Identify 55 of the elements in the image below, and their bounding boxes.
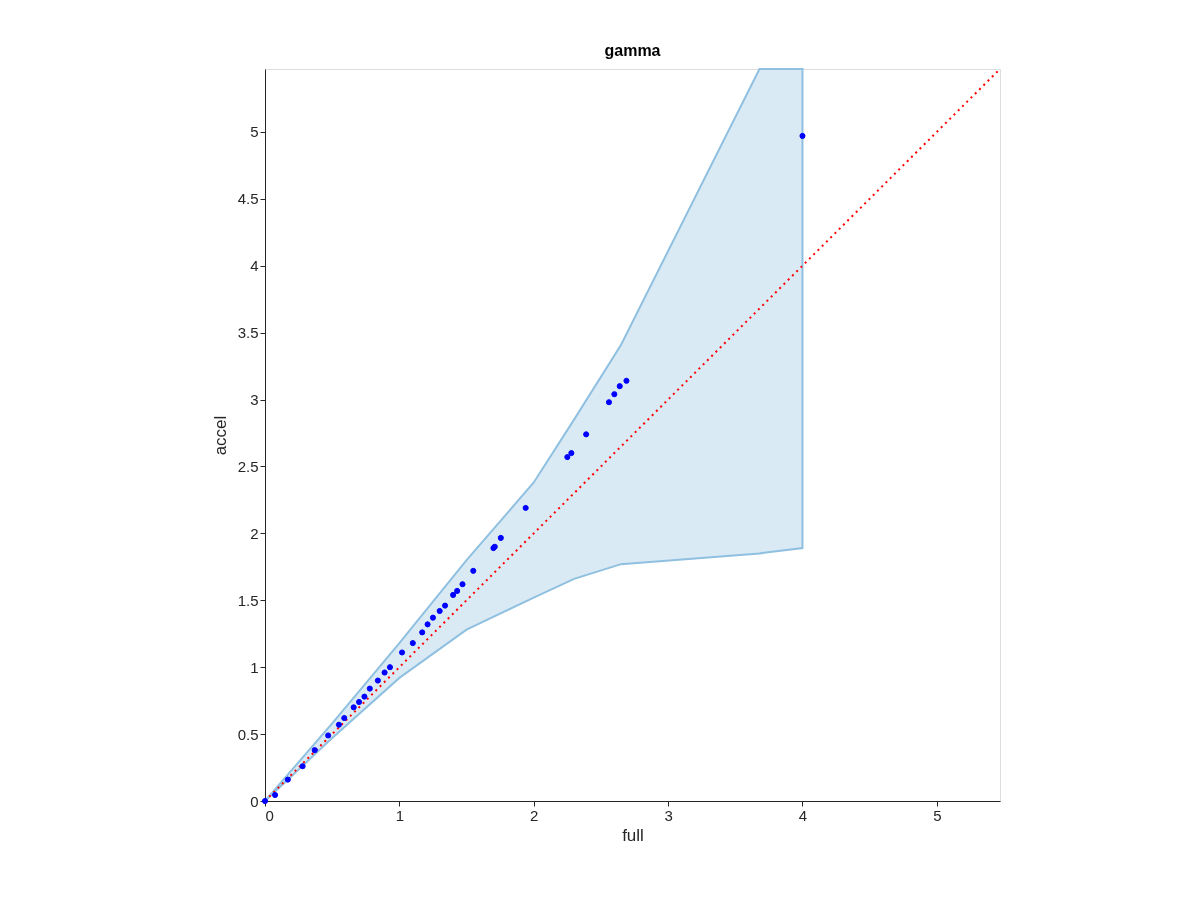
point [583, 431, 590, 438]
point [616, 383, 623, 390]
point [299, 763, 306, 770]
y-tick-label: 4 [250, 257, 259, 275]
point [419, 629, 426, 636]
y-tick-label: 3 [250, 391, 259, 409]
y-tick-label: 0 [250, 792, 259, 810]
point [386, 664, 394, 671]
point [272, 791, 279, 799]
y-tick-label: 0.5 [237, 725, 259, 743]
point [424, 621, 431, 628]
point [799, 132, 806, 139]
point [564, 454, 571, 461]
point [366, 685, 373, 692]
point [335, 721, 342, 728]
point [568, 450, 575, 457]
x-tick-label: 0 [265, 806, 274, 824]
x-tick-label: 5 [933, 806, 942, 824]
point [409, 640, 416, 647]
point [374, 677, 381, 684]
point [350, 704, 357, 711]
x-tick-label: 1 [395, 806, 405, 824]
y-tick-label: 1 [250, 658, 259, 676]
point [470, 567, 477, 574]
point [605, 399, 613, 406]
point [325, 732, 332, 739]
y-tick-label: 4.5 [237, 190, 259, 208]
point [361, 693, 368, 700]
point [442, 602, 449, 609]
point [429, 614, 437, 621]
point [311, 747, 318, 754]
y-tick-label: 2 [250, 524, 259, 542]
point [381, 669, 388, 676]
x-tick-label: 3 [664, 806, 673, 824]
point [341, 714, 348, 722]
y-tick-label: 5 [250, 123, 259, 141]
x-axis-title: full [622, 825, 644, 845]
point [399, 649, 406, 656]
point [611, 391, 618, 398]
y-tick-label: 2.5 [237, 457, 259, 475]
x-tick-label: 4 [798, 806, 808, 824]
x-tick-label: 2 [530, 806, 539, 824]
point [356, 698, 363, 706]
point [450, 591, 457, 598]
point [436, 607, 443, 615]
y-tick-label: 1.5 [237, 591, 259, 609]
chart-title: gamma [604, 42, 661, 59]
y-tick-label: 3.5 [237, 324, 259, 342]
point [623, 377, 630, 384]
point [522, 504, 529, 511]
y-axis-title: accel [210, 415, 230, 456]
point [497, 534, 504, 541]
point [284, 776, 291, 783]
point [459, 581, 466, 588]
point [454, 587, 461, 594]
